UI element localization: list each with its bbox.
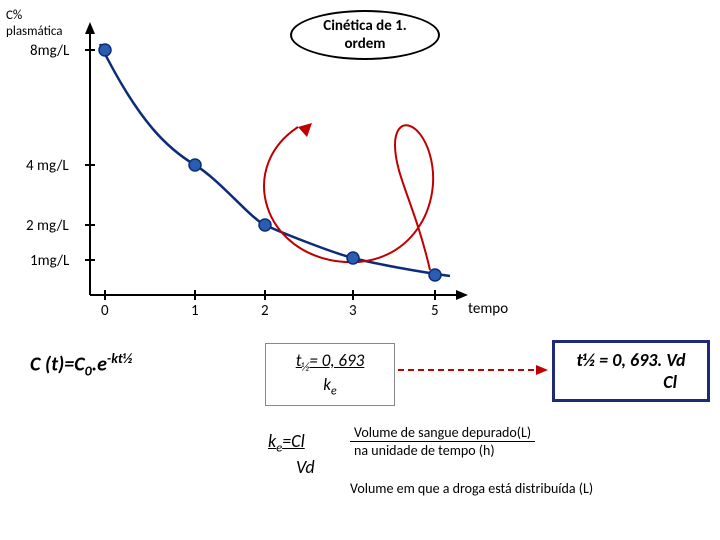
vd-definition: Volume em que a droga está distribuída (… (350, 480, 593, 497)
y-tick-label: 8mg/L (30, 42, 69, 60)
data-marker (429, 269, 441, 281)
cl-def-denominator: na unidade de tempo (h) (350, 442, 535, 459)
y-axis-arrow (85, 22, 95, 34)
title-ellipse: Cinética de 1.ordem (290, 10, 440, 60)
main-equation: C (t)=C0.e-kt½ (30, 350, 132, 380)
t-half-denominator: ke (280, 374, 380, 398)
ke-eq-denominator: Vd (268, 456, 315, 478)
x-tick-label: 2 (261, 302, 269, 320)
y-tick-label: 4 mg/L (26, 157, 69, 175)
box2-line2: Cl (567, 371, 695, 393)
chart-svg (0, 0, 720, 540)
t-half-numerator: t½= 0, 693 (280, 350, 380, 374)
t-half-box: t½= 0, 693 ke (265, 343, 395, 406)
title-text: Cinética de 1.ordem (323, 17, 407, 53)
ke-equation: ke=Cl Vd (268, 430, 315, 478)
box-connector-arrowhead (536, 365, 548, 375)
y-tick-label: 1mg/L (30, 252, 69, 270)
x-axis-arrow (456, 290, 468, 300)
cl-definition: Volume de sangue depurado(L) na unidade … (350, 424, 535, 459)
x-tick-label: 3 (349, 302, 357, 320)
x-tick-label: 0 (101, 302, 109, 320)
cl-def-numerator: Volume de sangue depurado(L) (350, 424, 535, 442)
y-axis-label-1: C% (6, 8, 22, 23)
t-half-vd-box: t½ = 0, 693. Vd Cl (552, 340, 710, 402)
data-marker (189, 159, 201, 171)
red-arc (264, 125, 433, 270)
x-tick-label: 1 (191, 302, 199, 320)
data-marker (347, 252, 359, 264)
data-marker (259, 219, 271, 231)
red-arc-arrowhead (298, 123, 312, 137)
data-marker (99, 44, 111, 56)
x-axis-label: tempo (468, 300, 508, 318)
box2-line1: t½ = 0, 693. Vd (567, 349, 695, 371)
y-tick-label: 2 mg/L (26, 217, 69, 235)
y-axis-label-2: plasmática (6, 24, 62, 39)
x-tick-label: 5 (431, 302, 439, 320)
ke-eq-numerator: ke=Cl (268, 430, 305, 452)
